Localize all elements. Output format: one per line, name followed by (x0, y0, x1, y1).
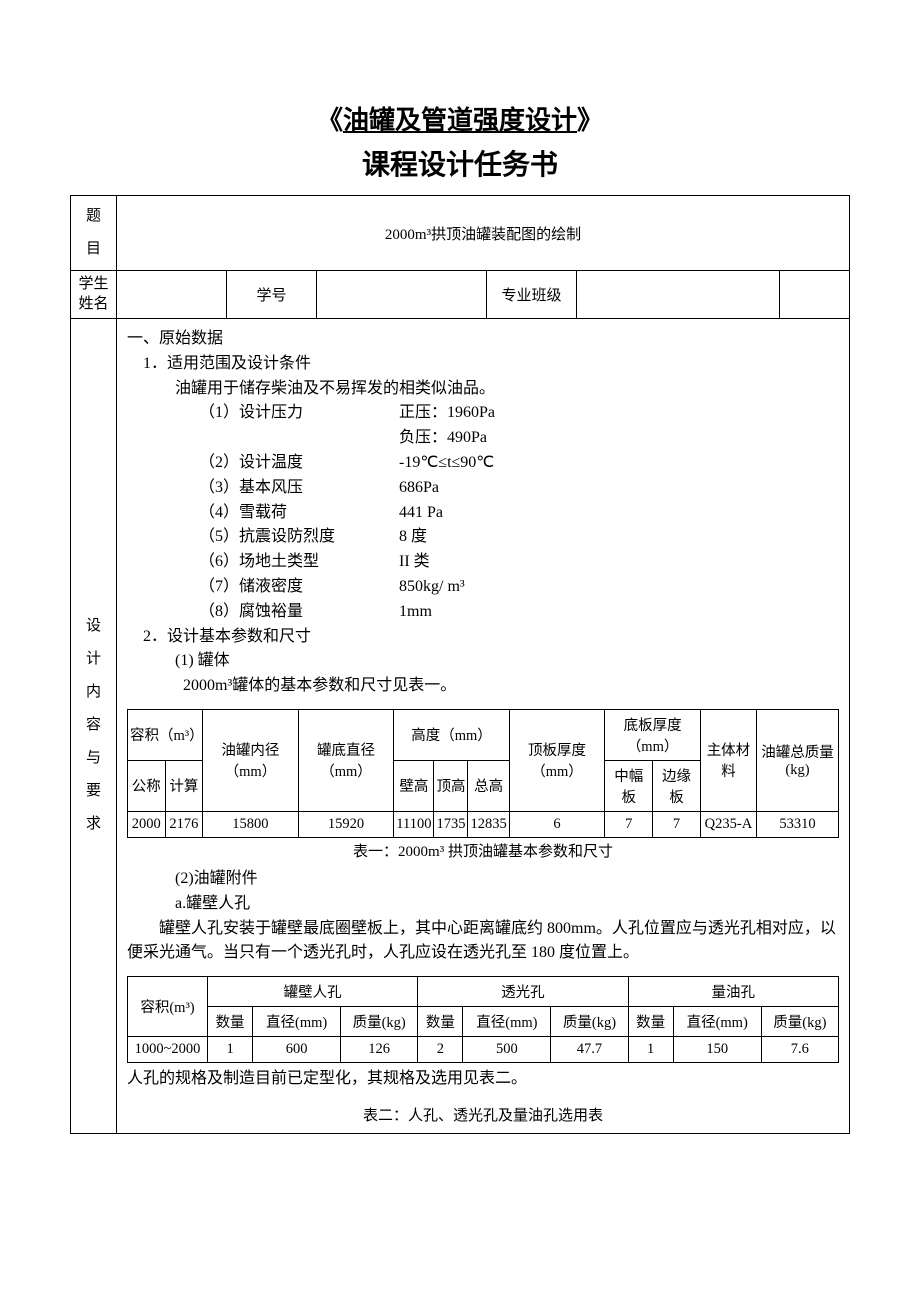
t1-h-edge: 边缘板 (653, 760, 701, 811)
t2-header-row1: 容积(m³) 罐壁人孔 透光孔 量油孔 (128, 977, 839, 1007)
value-student-name (117, 271, 227, 319)
t1-h-vol-nom: 公称 (128, 760, 166, 811)
sec1-1: 1．适用范围及设计条件 (127, 352, 839, 377)
t2-g3-mass: 质量(kg) (761, 1007, 838, 1037)
param-1b: 负压：490Pa (127, 426, 839, 451)
t1-h-mid: 中幅板 (605, 760, 653, 811)
t2-caption: 表二：人孔、透光孔及量油孔选用表 (127, 1104, 839, 1125)
t2-g3: 量油孔 (628, 977, 838, 1007)
param-2: （2）设计温度-19℃≤t≤90℃ (127, 451, 839, 476)
value-class (577, 271, 780, 319)
row-topic: 题 目 2000m³拱顶油罐装配图的绘制 (71, 196, 850, 271)
sec1-1-desc: 油罐用于储存柴油及不易挥发的相类似油品。 (127, 377, 839, 402)
t1-h-vol: 容积（m³） (128, 709, 203, 760)
param-7: （7）储液密度850kg/ m³ (127, 575, 839, 600)
param-4: （4）雪载荷441 Pa (127, 501, 839, 526)
t1-h-bd: 罐底直径（mm） (298, 709, 394, 811)
t2-g2-mass: 质量(kg) (551, 1007, 628, 1037)
label-student-name: 学生姓名 (71, 271, 117, 319)
doc-subtitle: 课程设计任务书 (70, 143, 850, 183)
param-8: （8）腐蚀裕量1mm (127, 600, 839, 625)
table-1: 容积（m³） 油罐内径（mm） 罐底直径（mm） 高度（mm） 顶板厚度（mm）… (127, 709, 839, 838)
side-char-1: 设 (77, 610, 110, 643)
t2-g2-dia: 直径(mm) (463, 1007, 551, 1037)
t1-h-topthk: 顶板厚度（mm） (509, 709, 605, 811)
t1-caption: 表一：2000m³ 拱顶油罐基本参数和尺寸 (127, 840, 839, 861)
sec1-2-2-a: a.罐壁人孔 (127, 892, 839, 917)
side-char-5: 与 (77, 742, 110, 775)
content-body: 一、原始数据 1．适用范围及设计条件 油罐用于储存柴油及不易挥发的相类似油品。 … (117, 319, 850, 1134)
side-char-7: 求 (77, 808, 110, 841)
section-1: 一、原始数据 1．适用范围及设计条件 油罐用于储存柴油及不易挥发的相类似油品。 … (127, 327, 839, 699)
doc-title: 《油罐及管道强度设计》 (70, 100, 850, 137)
t1-h-h-total: 总高 (468, 760, 509, 811)
side-char-4: 容 (77, 709, 110, 742)
t2-g1-dia: 直径(mm) (253, 1007, 341, 1037)
t2-h-vol: 容积(m³) (128, 977, 208, 1037)
t2-g1-qty: 数量 (208, 1007, 253, 1037)
label-topic: 题 目 (71, 196, 117, 271)
main-table: 题 目 2000m³拱顶油罐装配图的绘制 学生姓名 学号 专业班级 设 计 内 … (70, 195, 850, 1134)
sec1-2: 2．设计基本参数和尺寸 (127, 625, 839, 650)
sec1-2-2-a-p: 罐壁人孔安装于罐壁最底圈壁板上，其中心距离罐底约 800mm。人孔位置应与透光孔… (127, 917, 839, 967)
title-prefix: 《 (317, 106, 343, 135)
t1-h-h-top: 顶高 (434, 760, 468, 811)
param-5: （5）抗震设防烈度8 度 (127, 525, 839, 550)
row-student: 学生姓名 学号 专业班级 (71, 271, 850, 319)
label-student-id: 学号 (227, 271, 317, 319)
value-student-id (317, 271, 487, 319)
side-char-6: 要 (77, 775, 110, 808)
param-1: （1）设计压力正压：1960Pa (127, 401, 839, 426)
t2-header-row2: 数量 直径(mm) 质量(kg) 数量 直径(mm) 质量(kg) 数量 直径(… (128, 1007, 839, 1037)
table-2: 容积(m³) 罐壁人孔 透光孔 量油孔 数量 直径(mm) 质量(kg) 数量 … (127, 976, 839, 1063)
t2-g3-dia: 直径(mm) (673, 1007, 761, 1037)
sec1-2-2-block: (2)油罐附件 a.罐壁人孔 罐壁人孔安装于罐壁最底圈壁板上，其中心距离罐底约 … (127, 867, 839, 966)
t2-g1: 罐壁人孔 (208, 977, 418, 1007)
sec1-2-1: (1) 罐体 (127, 649, 839, 674)
label-content-side: 设 计 内 容 与 要 求 (71, 319, 117, 1134)
t2-g2-qty: 数量 (418, 1007, 463, 1037)
sec1-heading: 一、原始数据 (127, 327, 839, 352)
sec1-2-2: (2)油罐附件 (127, 867, 839, 892)
side-char-3: 内 (77, 676, 110, 709)
t2-g3-qty: 数量 (628, 1007, 673, 1037)
side-char-2: 计 (77, 643, 110, 676)
row-content: 设 计 内 容 与 要 求 一、原始数据 1．适用范围及设计条件 油罐用于储存柴… (71, 319, 850, 1134)
param-3: （3）基本风压686Pa (127, 476, 839, 501)
after-t2: 人孔的规格及制造目前已定型化，其规格及选用见表二。 (127, 1067, 839, 1092)
t1-h-h-wall: 壁高 (394, 760, 434, 811)
t2-g2: 透光孔 (418, 977, 628, 1007)
sec1-2-1-desc: 2000m³罐体的基本参数和尺寸见表一。 (127, 674, 839, 699)
param-6: （6）场地土类型II 类 (127, 550, 839, 575)
title-suffix: 》 (577, 106, 603, 135)
t1-h-height: 高度（mm） (394, 709, 509, 760)
t1-h-botthk: 底板厚度（mm） (605, 709, 701, 760)
t1-h-mat: 主体材料 (700, 709, 756, 811)
t2-data-row: 1000~2000 1 600 126 2 500 47.7 1 150 7.6 (128, 1037, 839, 1063)
t1-h-vol-calc: 计算 (165, 760, 203, 811)
title-main: 油罐及管道强度设计 (343, 106, 577, 135)
t1-h-id: 油罐内径（mm） (203, 709, 299, 811)
t1-h-mass: 油罐总质量(kg) (757, 709, 839, 811)
value-topic: 2000m³拱顶油罐装配图的绘制 (117, 196, 850, 271)
label-class: 专业班级 (487, 271, 577, 319)
t1-data-row: 2000 2176 15800 15920 11100 1735 12835 6… (128, 811, 839, 837)
page: 《油罐及管道强度设计》 课程设计任务书 题 目 2000m³拱顶油罐装配图的绘制… (0, 0, 920, 1174)
t2-g1-mass: 质量(kg) (341, 1007, 418, 1037)
value-class-extra (780, 271, 850, 319)
t1-header-row1: 容积（m³） 油罐内径（mm） 罐底直径（mm） 高度（mm） 顶板厚度（mm）… (128, 709, 839, 760)
